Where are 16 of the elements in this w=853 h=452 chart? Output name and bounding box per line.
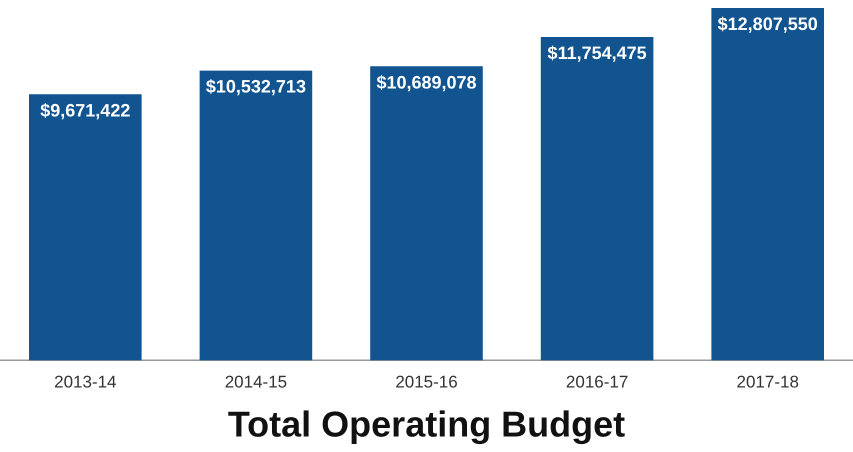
data-label: $10,689,078 [376,72,477,92]
x-tick-label: 2015-16 [395,372,458,392]
x-tick-label: 2014-15 [224,372,288,392]
x-tick-label: 2017-18 [736,372,799,392]
bar [370,66,483,360]
data-label: $10,532,713 [206,76,306,97]
data-label: $9,671,422 [40,100,130,120]
bar [29,94,142,360]
text: Total Operating Budget [228,403,626,444]
x-tick-label: 2016-17 [566,372,628,392]
data-label: $12,807,550 [718,14,818,34]
data-label: $11,754,475 [548,42,647,63]
bar [711,8,824,360]
x-tick-label: 2013-14 [54,372,116,392]
bar [540,36,654,360]
bar [200,70,312,360]
